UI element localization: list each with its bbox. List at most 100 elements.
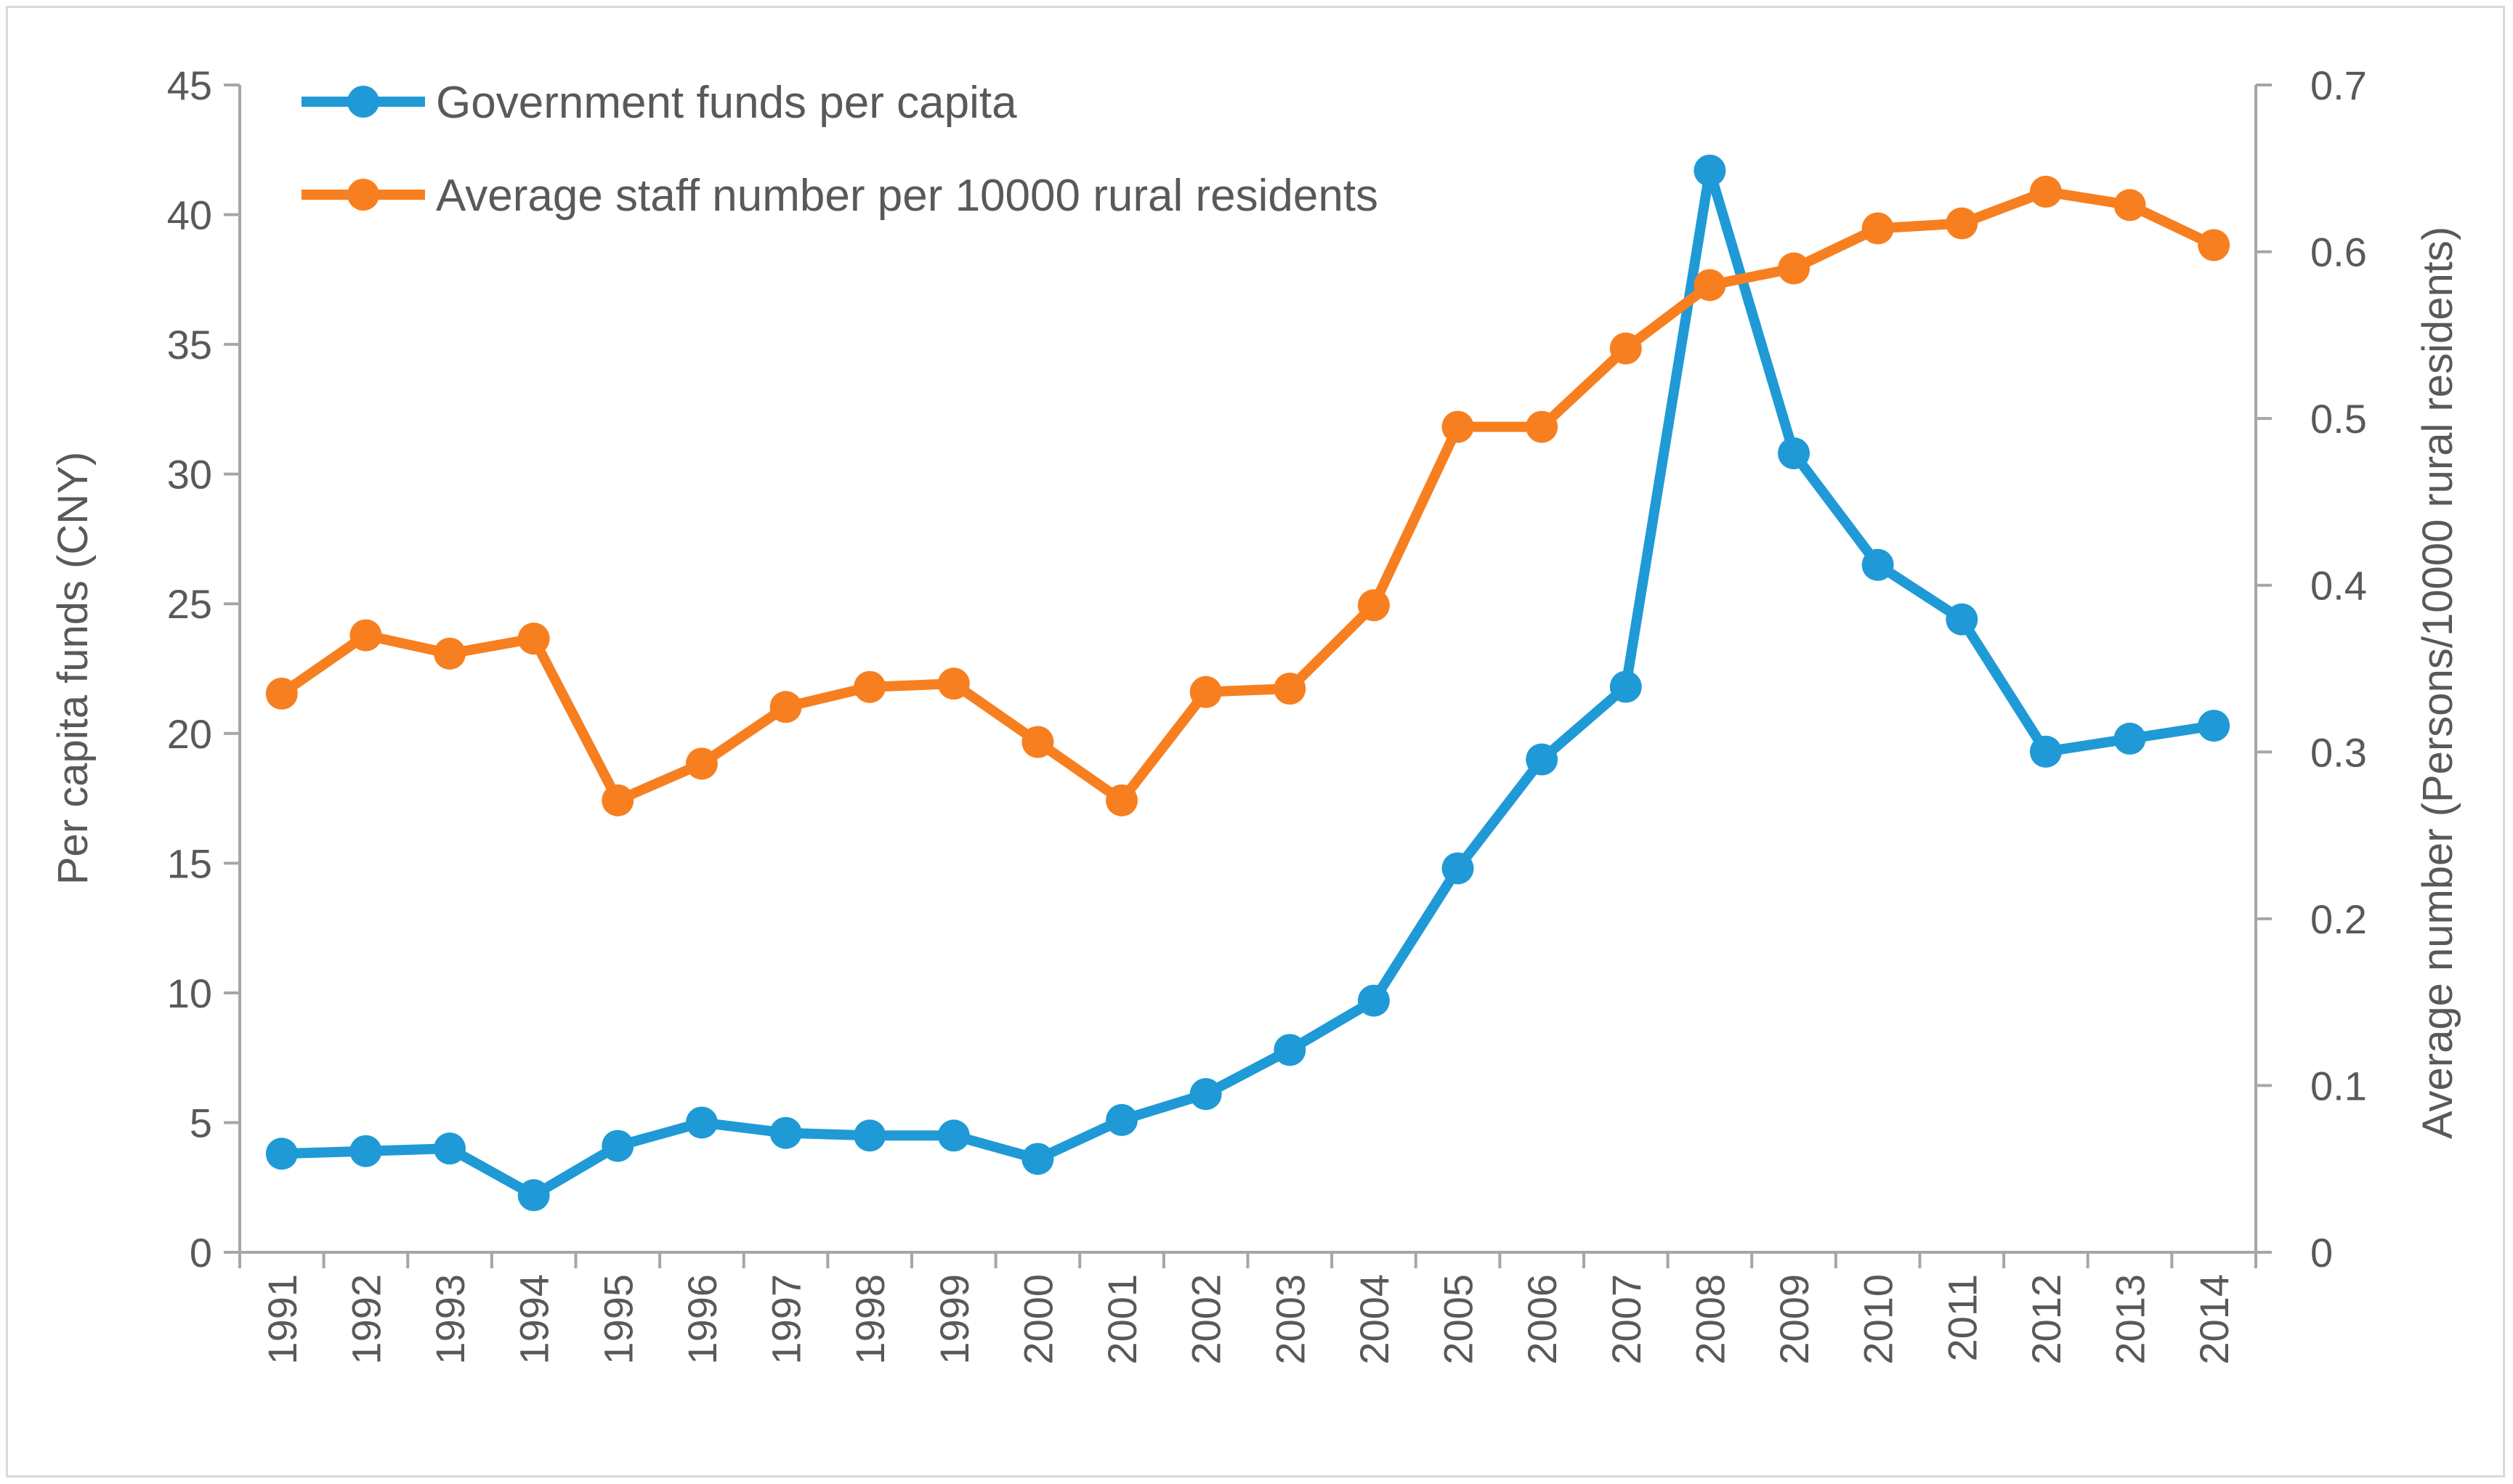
x-tick-label: 2008 [1687, 1274, 1733, 1365]
data-point-government-funds [2198, 710, 2230, 742]
data-point-government-funds [2113, 722, 2146, 755]
left-tick-label: 40 [167, 192, 212, 238]
left-tick-label: 10 [167, 970, 212, 1016]
data-point-staff-number [349, 619, 382, 652]
x-tick-label: 1993 [427, 1274, 473, 1365]
x-tick-label: 1997 [764, 1274, 809, 1365]
x-tick-label: 2013 [2108, 1274, 2153, 1365]
data-point-staff-number [1526, 410, 1558, 443]
data-point-staff-number [1778, 252, 1810, 285]
left-tick-label: 15 [167, 840, 212, 886]
data-point-staff-number [2113, 189, 2146, 222]
x-tick-label: 2007 [1603, 1274, 1649, 1365]
x-tick-label: 1998 [847, 1274, 893, 1365]
data-point-government-funds [349, 1135, 382, 1167]
x-tick-label: 2006 [1519, 1274, 1565, 1365]
x-tick-label: 2001 [1099, 1274, 1145, 1365]
series-layer [265, 154, 2230, 1212]
x-tick-label: 2010 [1856, 1274, 1901, 1365]
left-tick-label: 25 [167, 581, 212, 627]
x-tick-label: 2004 [1351, 1274, 1397, 1365]
data-point-staff-number [517, 623, 550, 655]
data-point-staff-number [937, 668, 970, 700]
left-tick-label: 35 [167, 322, 212, 368]
left-tick-label: 45 [167, 62, 212, 108]
right-tick-label: 0 [2310, 1230, 2333, 1276]
data-point-government-funds [769, 1116, 802, 1149]
data-point-government-funds [1526, 743, 1558, 776]
data-point-government-funds [1609, 670, 1642, 703]
series-line-government-funds [276, 165, 2219, 1201]
data-point-staff-number [685, 747, 718, 780]
left-tick-label: 30 [167, 452, 212, 498]
x-tick-label: 1991 [259, 1274, 305, 1365]
right-axis-ticks: 0 0.1 0.2 0.3 0.4 0.5 0.6 0.7 [2256, 62, 2367, 1276]
data-point-government-funds [602, 1130, 634, 1162]
data-point-staff-number [769, 691, 802, 723]
right-tick-label: 0.6 [2310, 230, 2367, 275]
data-point-staff-number [1274, 673, 1306, 705]
data-point-staff-number [2029, 175, 2062, 208]
right-tick-label: 0.4 [2310, 563, 2367, 609]
data-point-staff-number [1441, 410, 1474, 443]
data-point-staff-number [1021, 726, 1054, 758]
data-point-staff-number [1609, 332, 1642, 365]
x-tick-label: 2003 [1267, 1274, 1313, 1365]
data-point-staff-number [854, 670, 886, 703]
data-point-staff-number [1861, 212, 1894, 245]
data-point-staff-number [602, 784, 634, 816]
x-tick-label: 1994 [511, 1274, 557, 1365]
right-tick-label: 0.1 [2310, 1063, 2367, 1108]
data-point-staff-number [1693, 269, 1726, 301]
x-tick-label: 2009 [1771, 1274, 1817, 1365]
x-tick-label: 2002 [1183, 1274, 1229, 1365]
legend-label-government-funds: Government funds per capita [436, 78, 1017, 128]
data-point-staff-number [1357, 589, 1390, 622]
x-axis-ticks: 1991 1992 1993 1994 1995 1996 1997 1998 1999 2000… [238, 1252, 2257, 1365]
data-point-staff-number [1106, 784, 1138, 816]
x-tick-label: 2014 [2191, 1274, 2237, 1365]
right-axis-title: Average number (Persons/10000 rural resi… [2414, 227, 2461, 1139]
data-point-staff-number [434, 637, 466, 670]
x-tick-label: 1999 [931, 1274, 977, 1365]
data-point-government-funds [1106, 1103, 1138, 1136]
right-tick-label: 0.7 [2310, 62, 2367, 108]
left-tick-label: 20 [167, 711, 212, 757]
left-tick-label: 0 [190, 1230, 212, 1276]
data-point-government-funds [1274, 1034, 1306, 1066]
x-tick-label: 1996 [679, 1274, 725, 1365]
data-point-government-funds [517, 1179, 550, 1212]
x-tick-label: 1995 [595, 1274, 641, 1365]
left-axis-ticks: 0 5 10 15 20 25 30 35 40 45 [167, 62, 240, 1276]
x-tick-label: 2000 [1015, 1274, 1061, 1365]
x-tick-label: 1992 [343, 1274, 389, 1365]
data-point-staff-number [265, 677, 298, 710]
data-point-staff-number [2198, 229, 2230, 261]
right-tick-label: 0.5 [2310, 396, 2367, 442]
left-tick-label: 5 [190, 1100, 212, 1146]
data-point-government-funds [434, 1132, 466, 1165]
right-tick-label: 0.3 [2310, 729, 2367, 775]
legend: Government funds per capita Average staf… [302, 78, 1378, 221]
data-point-government-funds [937, 1119, 970, 1152]
data-point-government-funds [685, 1106, 718, 1139]
series-line-staff-number [276, 186, 2219, 806]
data-point-government-funds [1946, 603, 1978, 636]
x-tick-label: 2005 [1436, 1274, 1481, 1365]
data-point-government-funds [854, 1119, 886, 1152]
data-point-government-funds [1441, 852, 1474, 885]
data-point-staff-number [1189, 676, 1222, 708]
legend-marker-government-funds [347, 86, 379, 118]
right-tick-label: 0.2 [2310, 896, 2367, 942]
data-point-government-funds [265, 1138, 298, 1170]
legend-label-staff-number: Average staff number per 10000 rural res… [436, 171, 1378, 221]
data-point-government-funds [1189, 1078, 1222, 1111]
left-axis-title: Per capita funds (CNY) [49, 452, 97, 885]
data-point-government-funds [1778, 437, 1810, 470]
data-point-government-funds [1357, 984, 1390, 1017]
data-point-government-funds [1021, 1143, 1054, 1175]
data-point-government-funds [1693, 154, 1726, 187]
data-point-government-funds [2029, 735, 2062, 768]
x-tick-label: 2011 [1939, 1274, 1985, 1361]
